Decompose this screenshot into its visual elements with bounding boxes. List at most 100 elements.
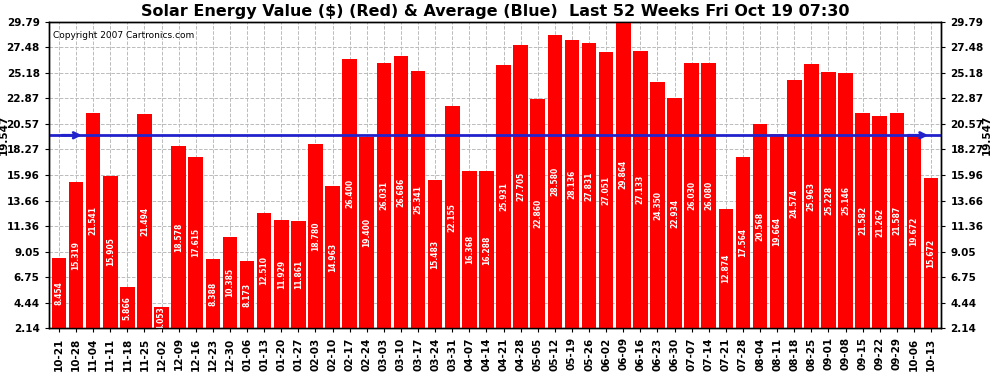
Text: 19.400: 19.400 xyxy=(362,218,371,247)
Text: Copyright 2007 Cartronics.com: Copyright 2007 Cartronics.com xyxy=(53,31,194,40)
Text: 21.582: 21.582 xyxy=(858,206,867,235)
Text: 21.587: 21.587 xyxy=(892,206,901,235)
Bar xyxy=(514,45,528,328)
Bar xyxy=(171,146,186,328)
Bar xyxy=(702,63,716,328)
Text: 20.568: 20.568 xyxy=(755,211,764,241)
Bar xyxy=(582,44,596,328)
Bar xyxy=(256,213,271,328)
Text: 11.929: 11.929 xyxy=(277,260,286,289)
Text: 26.080: 26.080 xyxy=(704,181,713,210)
Bar xyxy=(907,134,922,328)
Bar xyxy=(650,82,664,328)
Text: 17.564: 17.564 xyxy=(739,228,747,257)
Bar xyxy=(411,71,426,328)
Text: 21.541: 21.541 xyxy=(89,206,98,235)
Text: 16.288: 16.288 xyxy=(482,235,491,264)
Bar xyxy=(103,176,118,328)
Bar xyxy=(394,56,408,328)
Bar xyxy=(359,137,374,328)
Text: 25.228: 25.228 xyxy=(824,186,833,215)
Bar xyxy=(343,59,357,328)
Text: 10.385: 10.385 xyxy=(226,268,235,297)
Bar xyxy=(684,63,699,328)
Text: 19.672: 19.672 xyxy=(910,216,919,246)
Text: 15.672: 15.672 xyxy=(927,239,936,268)
Bar xyxy=(599,52,614,328)
Bar xyxy=(428,180,443,328)
Text: 11.861: 11.861 xyxy=(294,260,303,289)
Text: 26.031: 26.031 xyxy=(379,181,388,210)
Text: 18.780: 18.780 xyxy=(311,221,320,251)
Text: 28.136: 28.136 xyxy=(567,170,576,199)
Bar xyxy=(667,98,682,328)
Bar xyxy=(719,209,734,328)
Bar xyxy=(564,40,579,328)
Bar xyxy=(616,21,631,328)
Text: 22.934: 22.934 xyxy=(670,198,679,228)
Bar xyxy=(138,114,151,328)
Bar xyxy=(479,171,494,328)
Bar xyxy=(274,220,288,328)
Bar xyxy=(890,112,904,328)
Text: 18.578: 18.578 xyxy=(174,222,183,252)
Text: 12.874: 12.874 xyxy=(722,254,731,284)
Title: Solar Energy Value ($) (Red) & Average (Blue)  Last 52 Weeks Fri Oct 19 07:30: Solar Energy Value ($) (Red) & Average (… xyxy=(141,4,849,19)
Bar xyxy=(206,259,220,328)
Bar xyxy=(633,51,647,328)
Bar xyxy=(496,64,511,328)
Text: 8.388: 8.388 xyxy=(208,282,218,306)
Text: 19.664: 19.664 xyxy=(772,217,782,246)
Bar xyxy=(86,113,100,328)
Bar xyxy=(223,237,238,328)
Bar xyxy=(736,157,750,328)
Bar xyxy=(188,157,203,328)
Text: 8.173: 8.173 xyxy=(243,283,251,307)
Text: 25.963: 25.963 xyxy=(807,182,816,211)
Bar xyxy=(752,124,767,328)
Text: 12.510: 12.510 xyxy=(259,256,268,285)
Bar xyxy=(240,261,254,328)
Bar xyxy=(291,220,306,328)
Text: 24.350: 24.350 xyxy=(653,190,662,220)
Text: 22.860: 22.860 xyxy=(534,199,543,228)
Bar xyxy=(821,72,836,328)
Text: 27.133: 27.133 xyxy=(636,175,644,204)
Text: 22.155: 22.155 xyxy=(447,203,456,232)
Text: 27.705: 27.705 xyxy=(516,172,525,201)
Text: 14.963: 14.963 xyxy=(328,243,337,272)
Bar xyxy=(924,178,939,328)
Bar xyxy=(547,35,562,328)
Text: 8.454: 8.454 xyxy=(54,281,63,305)
Text: 28.580: 28.580 xyxy=(550,167,559,196)
Text: 26.400: 26.400 xyxy=(346,179,354,209)
Text: 21.262: 21.262 xyxy=(875,208,884,237)
Text: 4.053: 4.053 xyxy=(157,306,166,330)
Bar xyxy=(120,287,135,328)
Bar xyxy=(51,258,66,328)
Text: 5.866: 5.866 xyxy=(123,296,132,320)
Text: 15.319: 15.319 xyxy=(71,241,80,270)
Bar xyxy=(462,171,476,328)
Bar xyxy=(531,99,545,328)
Bar xyxy=(445,106,459,328)
Bar xyxy=(326,186,340,328)
Bar xyxy=(804,64,819,328)
Text: 27.831: 27.831 xyxy=(584,171,594,201)
Bar xyxy=(376,63,391,328)
Text: 16.368: 16.368 xyxy=(465,235,474,264)
Text: 17.615: 17.615 xyxy=(191,228,200,257)
Text: 19.547: 19.547 xyxy=(981,115,990,156)
Bar xyxy=(308,144,323,328)
Text: 25.931: 25.931 xyxy=(499,182,508,211)
Text: 29.864: 29.864 xyxy=(619,160,628,189)
Bar xyxy=(770,134,784,328)
Text: 25.146: 25.146 xyxy=(842,186,850,215)
Bar xyxy=(154,307,169,328)
Bar xyxy=(839,73,852,328)
Text: 19.547: 19.547 xyxy=(0,115,9,156)
Text: 25.341: 25.341 xyxy=(414,185,423,214)
Text: 27.051: 27.051 xyxy=(602,176,611,205)
Text: 26.686: 26.686 xyxy=(396,178,406,207)
Text: 24.574: 24.574 xyxy=(790,189,799,219)
